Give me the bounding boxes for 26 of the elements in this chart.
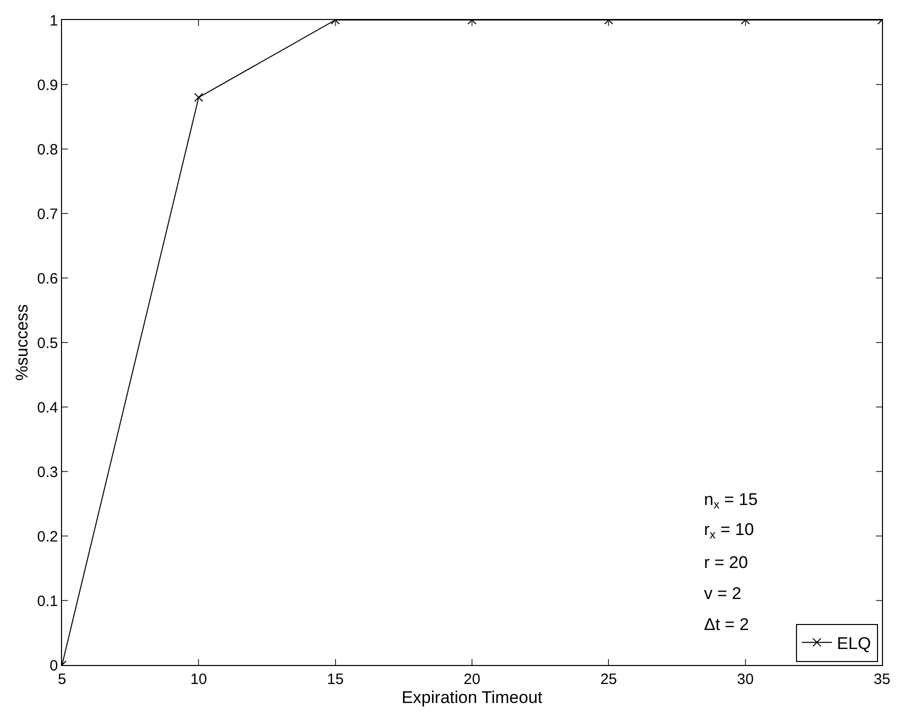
x-tick-label: 25 — [600, 671, 618, 688]
annotation: n$_{x}$ = 15 — [704, 490, 758, 512]
legend-label: ELQ — [836, 634, 871, 653]
y-tick-label: 0.2 — [37, 528, 58, 546]
y-tick-label: 0.4 — [37, 399, 58, 416]
x-tick-label: 5 — [58, 671, 66, 688]
x-tick-label: 10 — [190, 671, 208, 688]
y-axis-title: %success — [12, 304, 32, 381]
annotation: r = 20 — [704, 553, 748, 572]
annotation: r$_{x}$ = 10 — [704, 520, 754, 542]
y-tick-label: 0 — [50, 657, 58, 674]
y-tick-label: 0.5 — [37, 334, 58, 352]
x-tick-label: 15 — [326, 671, 344, 688]
x-tick-label: 20 — [464, 671, 480, 688]
x-axis-title: Expiration Timeout — [402, 688, 543, 707]
y-tick-label: 0.3 — [37, 464, 58, 481]
y-tick-label: 0.9 — [37, 76, 58, 94]
y-tick-label: 1 — [50, 12, 58, 30]
annotation: Δt = 2 — [704, 615, 749, 634]
x-tick-label: 30 — [736, 671, 754, 688]
y-tick-label: 0.6 — [37, 270, 58, 288]
y-tick-label: 0.8 — [37, 141, 58, 158]
y-tick-label: 0.7 — [37, 206, 58, 223]
annotation: v = 2 — [704, 584, 742, 603]
x-tick-label: 35 — [874, 671, 890, 688]
y-tick-label: 0.1 — [37, 592, 58, 610]
